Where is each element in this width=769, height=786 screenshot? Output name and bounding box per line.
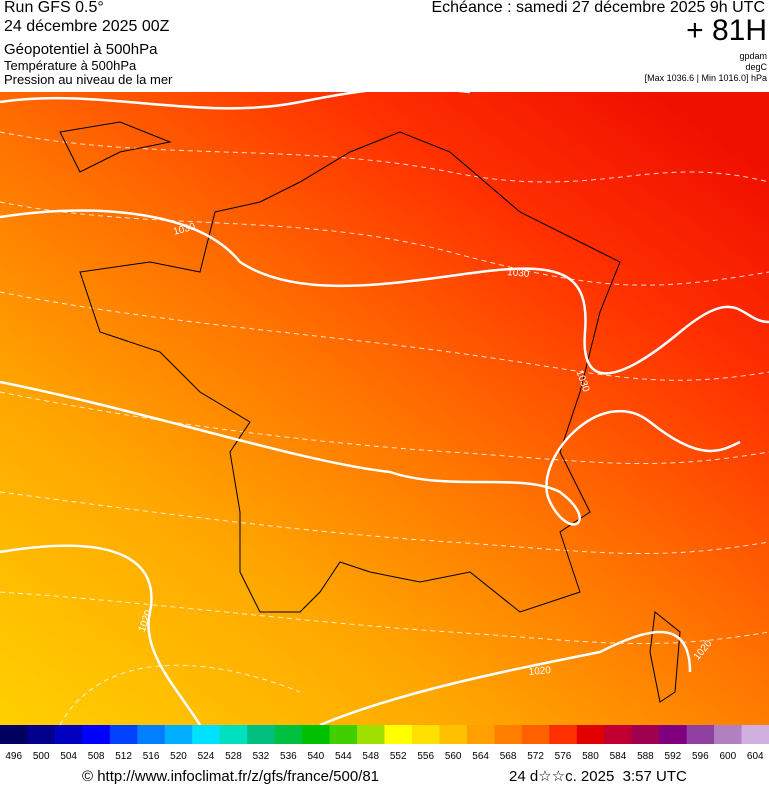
field-1: Géopotentiel à 500hPa: [4, 41, 158, 58]
legend-label: 600: [719, 751, 736, 762]
legend-label: 532: [253, 751, 270, 762]
legend-swatch: [27, 725, 56, 744]
legend-swatch: [714, 725, 743, 744]
temperature-field: [0, 92, 769, 725]
legend-swatch: [466, 725, 495, 744]
legend-swatch: [109, 725, 138, 744]
legend-label: 520: [170, 751, 187, 762]
legend-swatch: [247, 725, 276, 744]
legend-swatch: [0, 725, 28, 744]
legend-swatch: [494, 725, 523, 744]
legend-swatch: [631, 725, 660, 744]
legend-swatch: [192, 725, 221, 744]
legend-label: 604: [747, 751, 764, 762]
legend-label: 588: [637, 751, 654, 762]
legend-label: 584: [610, 751, 627, 762]
legend-label: 540: [307, 751, 324, 762]
legend-swatch: [604, 725, 633, 744]
legend-swatch: [164, 725, 193, 744]
lead-time: + 81H: [686, 14, 767, 47]
issue-date: 24 d☆☆c. 2025 3:57 UTC: [509, 768, 687, 785]
isobar-label: 1030: [507, 267, 531, 280]
legend-swatch: [329, 725, 358, 744]
isobars: [0, 92, 769, 725]
legend-label: 500: [33, 751, 50, 762]
legend-label: 572: [527, 751, 544, 762]
pressure-range: [Max 1036.6 | Min 1016.0] hPa: [644, 73, 767, 83]
legend-swatch: [54, 725, 83, 744]
legend-swatch: [219, 725, 248, 744]
legend-swatch: [521, 725, 550, 744]
unit-1: gpdam: [739, 51, 767, 61]
legend-swatch: [137, 725, 166, 744]
isobar-label: 1020: [528, 665, 552, 678]
legend-label: 516: [143, 751, 160, 762]
legend-label: 524: [198, 751, 215, 762]
legend-label: 528: [225, 751, 242, 762]
geopotential-lines: [0, 131, 769, 725]
field-2: Température à 500hPa: [4, 58, 137, 73]
legend-label: 564: [472, 751, 489, 762]
legend-swatch: [82, 725, 111, 744]
legend-swatch: [302, 725, 331, 744]
legend-label: 556: [417, 751, 434, 762]
unit-2: degC: [745, 62, 767, 72]
legend-label: 496: [5, 751, 22, 762]
legend-label: 560: [445, 751, 462, 762]
coastline: [59, 121, 681, 703]
legend-label: 544: [335, 751, 352, 762]
legend-label: 592: [665, 751, 682, 762]
forecast-title: Echéance : samedi 27 décembre 2025 9h UT…: [431, 0, 765, 16]
legend-swatch: [659, 725, 688, 744]
legend-label: 504: [60, 751, 77, 762]
legend-label: 548: [362, 751, 379, 762]
legend-label: 576: [555, 751, 572, 762]
legend-label: 552: [390, 751, 407, 762]
legend-swatch: [439, 725, 468, 744]
legend-swatch: [576, 725, 605, 744]
run-label: Run GFS 0.5°: [4, 0, 104, 16]
legend-swatch: [274, 725, 303, 744]
run-date: 24 décembre 2025 00Z: [4, 18, 170, 35]
source-url[interactable]: © http://www.infoclimat.fr/z/gfs/france/…: [82, 768, 380, 785]
legend-label: 508: [88, 751, 105, 762]
field-3: Pression au niveau de la mer: [4, 72, 173, 87]
legend-swatch: [357, 725, 385, 744]
legend-swatch: [549, 725, 578, 744]
legend-label: 580: [582, 751, 599, 762]
legend-label: 536: [280, 751, 297, 762]
legend-swatch: [741, 725, 769, 744]
legend-label: 568: [500, 751, 517, 762]
legend-swatch: [384, 725, 413, 744]
color-legend: 496 500 504 508 512 516 520 524 528 532 536 540 544 5…: [0, 725, 769, 762]
legend-label: 596: [692, 751, 709, 762]
legend-swatch: [411, 725, 440, 744]
legend-swatch: [686, 725, 715, 744]
legend-label: 512: [115, 751, 132, 762]
